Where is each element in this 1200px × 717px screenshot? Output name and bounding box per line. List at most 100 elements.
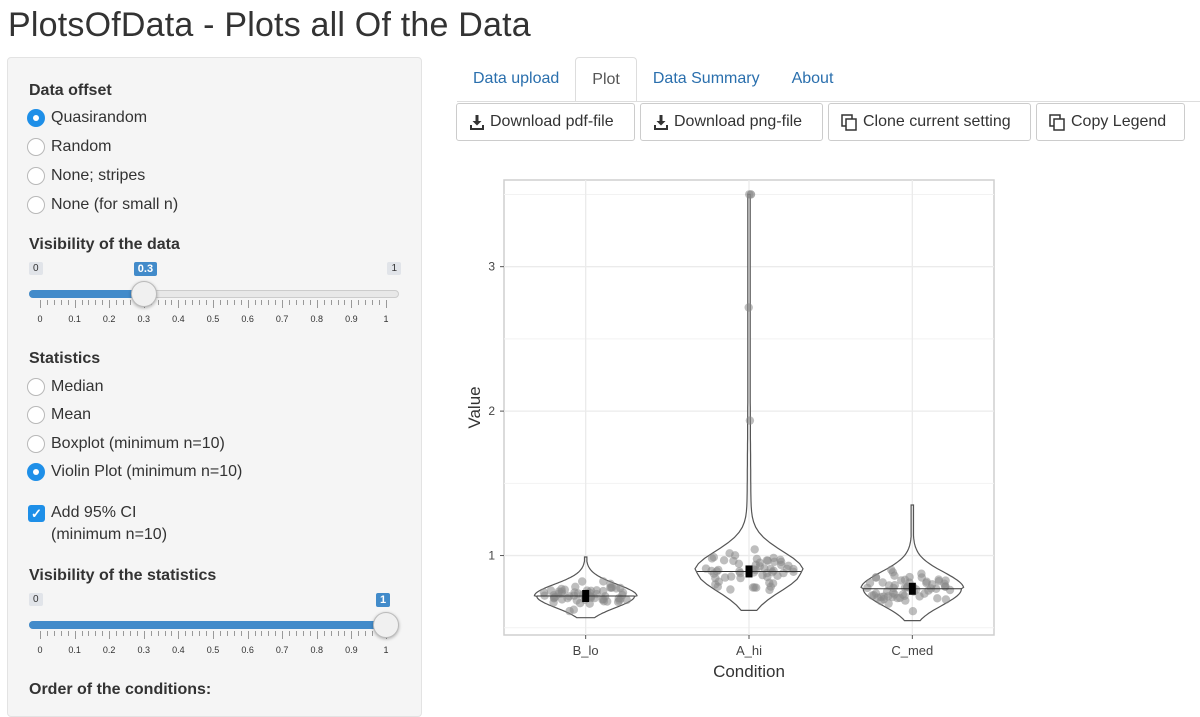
radio-icon[interactable] — [27, 196, 45, 214]
slider-ticks — [40, 300, 387, 312]
violin-plot: 1 2 3 B_lo A_hi C_med Condition Value — [465, 179, 995, 681]
radio-boxplot[interactable]: Boxplot (minimum n=10) — [27, 435, 225, 453]
radio-icon[interactable] — [27, 378, 45, 396]
slider-tick — [206, 631, 208, 636]
radio-label: Mean — [51, 406, 92, 423]
data-point — [777, 560, 786, 570]
data-point — [730, 551, 740, 560]
slider-tick — [337, 300, 339, 305]
download-pdf-button[interactable]: Download pdf-file — [456, 103, 635, 141]
slider-tick — [60, 631, 62, 636]
slider-tick — [282, 300, 284, 308]
radio-icon[interactable] — [27, 167, 45, 185]
radio-icon-checked[interactable] — [27, 109, 45, 127]
button-label: Download pdf-file — [490, 113, 614, 130]
y-tick-label: 2 — [488, 404, 495, 418]
slider-tick-label: 0.9 — [345, 645, 358, 655]
slider-tick — [150, 631, 152, 636]
data-point — [744, 303, 753, 312]
order-conditions-label: Order of the conditions: — [29, 681, 212, 698]
ci-marker — [745, 565, 753, 578]
data-point — [734, 559, 744, 568]
slider-tick — [95, 631, 97, 636]
data-point — [707, 554, 717, 563]
slider-tick-label: 0.3 — [137, 645, 151, 655]
slider-tick — [67, 300, 69, 305]
radio-none-small-n[interactable]: None (for small n) — [27, 196, 178, 214]
sidebar-panel: Data offset Quasirandom Random None; str… — [7, 57, 422, 717]
data-point — [750, 545, 759, 554]
slider-tick — [40, 631, 41, 639]
radio-violin[interactable]: Violin Plot (minimum n=10) — [27, 463, 242, 481]
visibility-data-slider[interactable]: 0 1 0.3 0 0.1 0.2 0.3 0.4 0.5 0.6 0.7 0.8 0.9 1 — [29, 262, 401, 332]
data-point — [569, 605, 578, 614]
add-ci-checkbox[interactable]: ✓ Add 95% CI (minimum n=10) — [28, 504, 168, 546]
download-png-button[interactable]: Download png-file — [640, 103, 823, 141]
data-point — [934, 577, 944, 586]
slider-ticks — [40, 631, 387, 643]
tab-data-summary[interactable]: Data Summary — [652, 70, 760, 87]
data-point — [933, 594, 942, 603]
data-point — [714, 565, 723, 575]
slider-tick — [358, 300, 360, 305]
tab-data-upload[interactable]: Data upload — [473, 70, 560, 87]
slider-value: 0.3 — [133, 262, 158, 276]
slider-tick-label: 0.4 — [172, 645, 185, 655]
slider-value: 1 — [376, 593, 391, 607]
data-point — [769, 553, 778, 563]
slider-tick-label: 0.5 — [206, 645, 220, 655]
slider-tick — [81, 631, 83, 636]
radio-quasirandom[interactable]: Quasirandom — [27, 109, 147, 127]
slider-tick-label: 0.6 — [241, 314, 254, 324]
slider-tick-label: 0.5 — [206, 314, 220, 324]
slider-handle[interactable] — [130, 281, 157, 307]
slider-min: 0 — [29, 593, 43, 606]
clone-setting-button[interactable]: Clone current setting — [828, 103, 1031, 141]
radio-icon[interactable] — [27, 435, 45, 453]
data-point — [867, 591, 877, 600]
radio-mean[interactable]: Mean — [27, 406, 91, 424]
visibility-stats-slider[interactable]: 0 1 0 0.1 0.2 0.3 0.4 0.5 0.6 0.7 0.8 0.9 1 — [29, 593, 401, 663]
radio-icon-checked[interactable] — [27, 463, 45, 481]
tab-about[interactable]: About — [791, 70, 834, 87]
app-title: PlotsOfData - Plots all Of the Data — [8, 6, 531, 44]
slider-tick — [309, 300, 311, 305]
data-point — [746, 190, 756, 199]
data-point — [606, 583, 615, 592]
slider-tick — [199, 300, 201, 305]
radio-label: None (for small n) — [51, 196, 179, 213]
radio-icon[interactable] — [27, 138, 45, 156]
radio-median[interactable]: Median — [27, 378, 103, 396]
data-point — [920, 589, 929, 598]
slider-tick — [123, 631, 125, 636]
radio-icon[interactable] — [27, 406, 45, 424]
slider-tick-label: 0.2 — [102, 645, 116, 655]
data-point — [719, 556, 729, 565]
checkmark-icon[interactable]: ✓ — [28, 505, 45, 522]
data-point — [890, 571, 899, 580]
slider-tick — [136, 631, 138, 636]
slider-tick — [372, 631, 374, 636]
slider-handle[interactable] — [373, 612, 399, 638]
slider-tick — [178, 300, 180, 308]
radio-random[interactable]: Random — [27, 138, 111, 156]
ci-marker — [582, 590, 590, 602]
slider-tick — [102, 300, 104, 305]
data-point — [560, 585, 569, 594]
data-offset-label: Data offset — [29, 82, 112, 99]
slider-tick-label: 0.2 — [102, 314, 116, 324]
slider-tick — [309, 631, 311, 636]
slider-tick — [129, 300, 131, 305]
data-point — [928, 580, 937, 589]
slider-tick-label: 1 — [383, 314, 389, 324]
checkbox-sublabel: (minimum n=10) — [51, 526, 168, 543]
tab-plot[interactable]: Plot — [575, 57, 637, 102]
slider-tick — [129, 631, 131, 636]
slider-tick — [213, 631, 214, 639]
copy-legend-button[interactable]: Copy Legend — [1036, 103, 1185, 141]
slider-tick — [67, 631, 69, 636]
slider-tick — [240, 631, 242, 636]
slider-tick — [344, 631, 346, 636]
slider-tick — [199, 631, 201, 636]
radio-none-stripes[interactable]: None; stripes — [27, 167, 145, 185]
